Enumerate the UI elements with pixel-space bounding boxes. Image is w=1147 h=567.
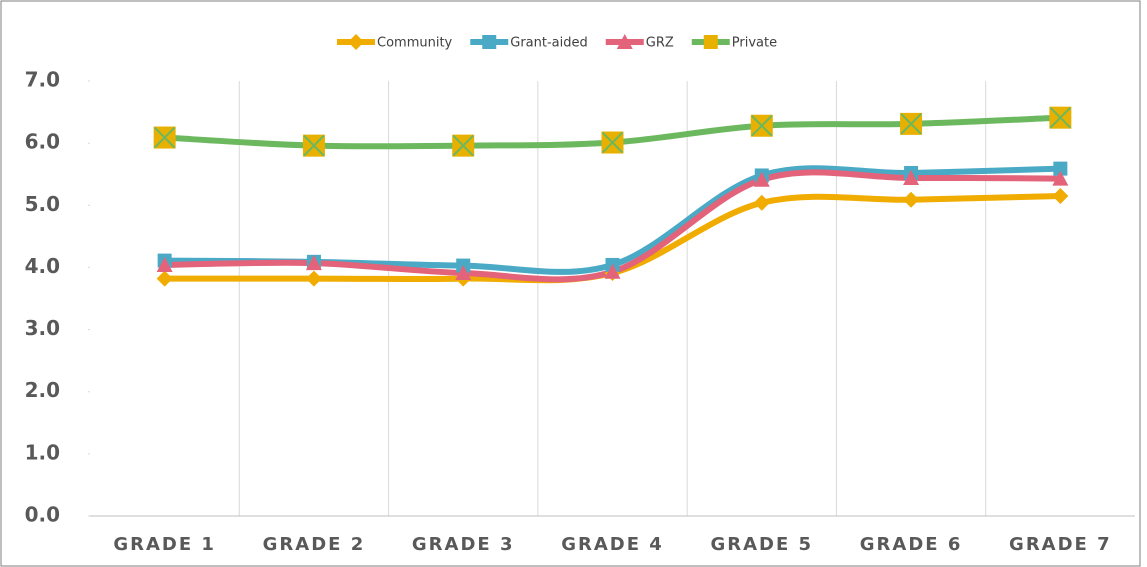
y-tick-label: 2.0 [25, 378, 60, 402]
y-tick-label: 5.0 [25, 192, 60, 216]
y-tick-label: 6.0 [25, 130, 60, 154]
marker-cross [153, 126, 176, 149]
data-point [452, 134, 475, 157]
data-point [153, 126, 176, 149]
marker-shape [753, 171, 770, 187]
marker-shape [616, 34, 633, 49]
y-tick-label: 3.0 [25, 316, 60, 340]
legend-marker [348, 34, 364, 50]
marker-shape [1053, 161, 1068, 176]
marker-shape [604, 263, 621, 279]
y-tick-label: 4.0 [25, 254, 60, 278]
data-point [305, 270, 322, 287]
data-point [302, 134, 325, 157]
marker-cross [1049, 106, 1072, 129]
data-point [753, 194, 770, 211]
x-tick-label: GRADE 2 [263, 534, 366, 555]
x-tick-label: GRADE 5 [710, 534, 813, 555]
marker-cross [303, 134, 325, 157]
legend-marker [703, 35, 718, 49]
marker-shape [482, 35, 497, 49]
data-point [1052, 187, 1069, 204]
data-point [753, 171, 770, 187]
data-point [156, 270, 173, 287]
marker-shape [348, 34, 364, 50]
marker-shape [703, 35, 718, 49]
marker-shape [903, 191, 920, 208]
marker-shape [156, 256, 173, 272]
legend-label: Grant-aided [510, 36, 588, 51]
data-point [455, 265, 472, 281]
marker-cross [751, 115, 773, 137]
marker-shape [903, 169, 920, 185]
data-point [903, 191, 920, 208]
x-tick-label: GRADE 3 [412, 534, 515, 555]
legend-label: Private [732, 36, 777, 51]
marker-cross [452, 134, 474, 157]
x-tick-label: GRADE 4 [561, 534, 664, 555]
marker-shape [1052, 187, 1069, 204]
data-point [604, 263, 621, 279]
marker-cross [601, 131, 624, 154]
data-point [900, 112, 923, 135]
legend-label: Community [377, 36, 453, 51]
marker-shape [455, 265, 472, 281]
data-point [1049, 106, 1072, 129]
x-tick-label: GRADE 7 [1009, 534, 1112, 555]
data-point [601, 131, 624, 154]
marker-cross [900, 113, 922, 135]
marker-shape [753, 194, 770, 211]
data-point [1052, 170, 1069, 186]
data-point [305, 255, 322, 271]
marker-shape [1052, 170, 1069, 186]
data-point [750, 114, 773, 137]
marker-shape [305, 255, 322, 271]
legend-marker [616, 34, 633, 49]
y-tick-label: 0.0 [25, 503, 60, 527]
data-point [903, 169, 920, 185]
x-tick-label: GRADE 6 [860, 534, 963, 555]
y-tick-label: 7.0 [25, 68, 60, 92]
y-tick-label: 1.0 [25, 440, 60, 464]
marker-shape [305, 270, 322, 287]
data-point [1053, 161, 1068, 176]
marker-shape [156, 270, 173, 287]
data-point [156, 256, 173, 272]
x-tick-label: GRADE 1 [113, 534, 216, 555]
legend-label: GRZ [646, 36, 674, 51]
legend-marker [482, 35, 497, 49]
